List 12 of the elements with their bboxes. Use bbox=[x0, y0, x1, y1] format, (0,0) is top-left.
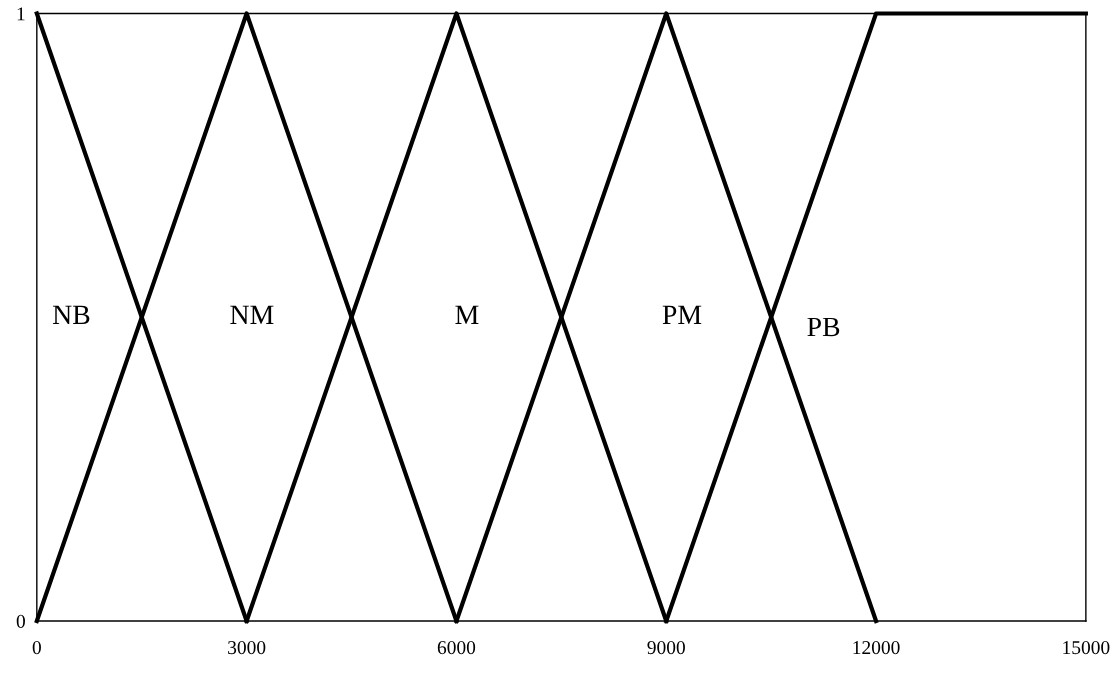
x-tick-label: 6000 bbox=[437, 641, 476, 655]
x-tick-label: 3000 bbox=[228, 641, 266, 655]
text: PM bbox=[662, 305, 702, 324]
y-tick-label: 1 bbox=[17, 7, 25, 21]
x-tick-label: 15000 bbox=[1063, 641, 1110, 655]
text: M bbox=[455, 305, 479, 324]
series-label: NB bbox=[52, 305, 90, 325]
x-tick-label: 0 bbox=[32, 641, 41, 655]
series-label: PB bbox=[807, 317, 840, 337]
text: NM bbox=[230, 305, 274, 324]
x-tick-label: 9000 bbox=[647, 641, 685, 655]
x-tick-label: 12000 bbox=[853, 641, 900, 655]
